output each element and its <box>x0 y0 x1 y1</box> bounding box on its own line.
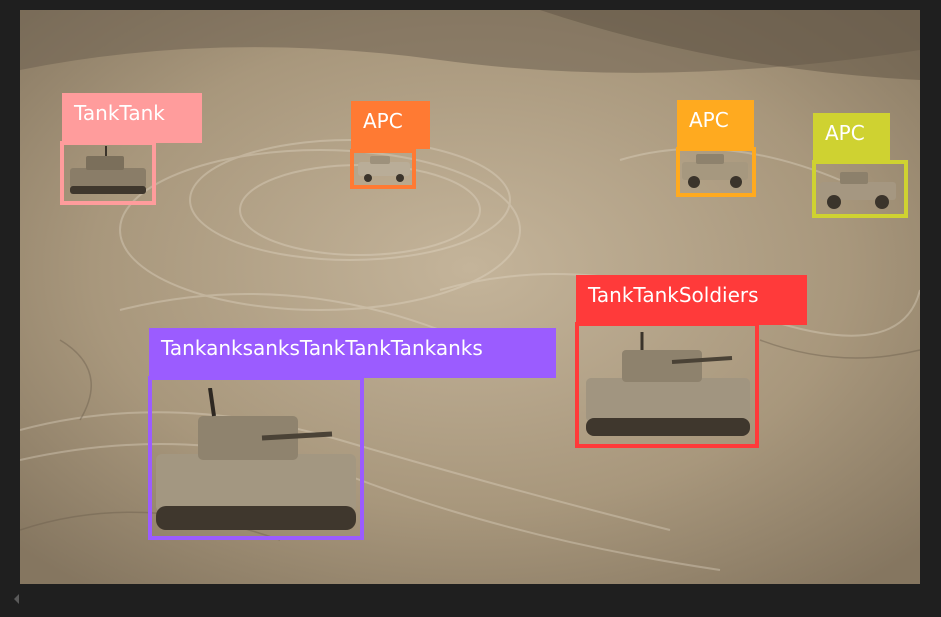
detection-label: APC <box>351 101 430 149</box>
detection-label: TankTankSoldiers <box>576 275 807 325</box>
detection-box <box>575 322 759 448</box>
desert-photo: TankTank APC APC APC TankTankSoldiers Ta… <box>20 10 920 584</box>
apc-vehicle <box>820 172 896 209</box>
detection-box <box>148 376 364 540</box>
detection-label: APC <box>813 113 890 161</box>
detection-box <box>350 149 416 189</box>
tank-vehicle <box>586 332 750 436</box>
detection-label: APC <box>677 100 754 148</box>
chevron-left-icon[interactable] <box>14 594 19 604</box>
detection-box <box>60 141 156 205</box>
apc-vehicle <box>358 156 410 182</box>
apc-vehicle <box>682 154 748 188</box>
tank-vehicle <box>156 388 356 530</box>
detection-label: TankTank <box>62 93 202 143</box>
detection-label: TankanksanksTankTankTankanks <box>149 328 556 378</box>
detection-box <box>812 160 908 218</box>
detection-box <box>676 147 756 197</box>
tank-vehicle <box>70 146 146 194</box>
